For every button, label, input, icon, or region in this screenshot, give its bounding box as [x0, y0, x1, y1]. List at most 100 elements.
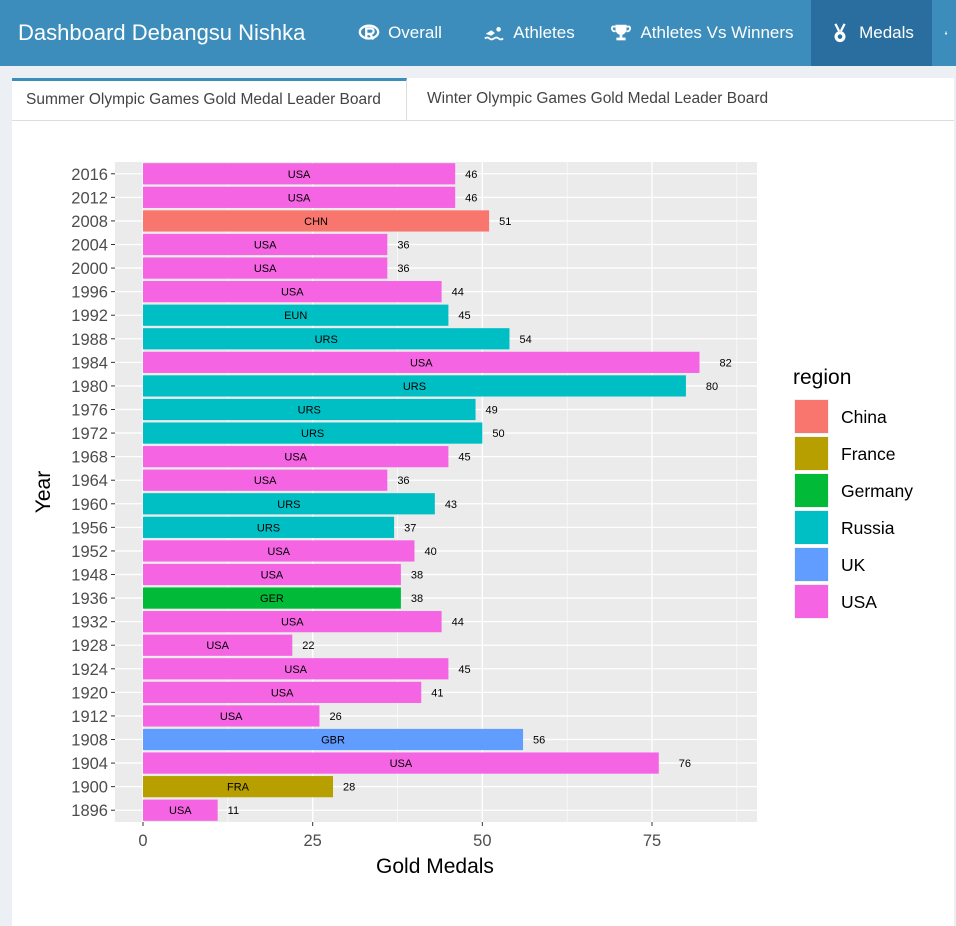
- bar: [143, 210, 490, 232]
- y-tick-label: 1896: [71, 802, 108, 820]
- legend-label: China: [841, 407, 887, 427]
- legend-swatch: [795, 437, 828, 470]
- bar-country-label: USA: [261, 570, 284, 582]
- bar-value-label: 43: [445, 499, 457, 511]
- bar: [143, 233, 388, 256]
- bar-country-label: USA: [281, 617, 304, 629]
- bar-value-label: 46: [465, 169, 477, 181]
- bar-country-label: GBR: [321, 735, 345, 747]
- bar: [143, 304, 449, 326]
- bar-value-label: 44: [452, 617, 464, 629]
- y-tick-label: 1920: [71, 684, 108, 702]
- y-tick-label: 1976: [71, 402, 108, 420]
- bar: [143, 446, 449, 468]
- legend-label: Germany: [841, 481, 913, 501]
- bar: [143, 351, 700, 373]
- bar: [143, 587, 401, 609]
- y-tick-label: 1900: [71, 779, 108, 797]
- trophy-icon: [611, 24, 632, 41]
- legend-swatch: [795, 511, 828, 544]
- y-tick-label: 1928: [71, 637, 108, 655]
- r-logo-icon: [358, 24, 380, 41]
- bar-value-label: 28: [343, 782, 355, 794]
- nav-item-medals[interactable]: Medals: [811, 0, 932, 66]
- bar-value-label: 56: [533, 735, 545, 747]
- bar-country-label: URS: [301, 428, 324, 440]
- bar-value-label: 36: [397, 263, 409, 275]
- bar: [143, 563, 401, 586]
- bar-value-label: 11: [228, 805, 239, 817]
- y-tick-label: 1956: [71, 519, 108, 537]
- bar-value-label: 26: [329, 711, 341, 723]
- bar-value-label: 76: [679, 758, 691, 770]
- bar-country-label: URS: [315, 334, 338, 346]
- bar: [143, 752, 659, 774]
- nav-item-overall[interactable]: Overall: [342, 0, 458, 66]
- bar: [143, 540, 415, 562]
- y-tick-label: 2000: [71, 260, 108, 278]
- x-tick-label: 75: [643, 832, 661, 850]
- bar-country-label: USA: [169, 805, 192, 817]
- y-tick-label: 1984: [71, 354, 108, 372]
- bar-country-label: USA: [220, 711, 243, 723]
- bar-country-label: GER: [260, 593, 284, 605]
- legend-label: USA: [841, 592, 877, 612]
- legend-swatch: [795, 400, 828, 433]
- bar: [143, 516, 395, 538]
- legend-label: France: [841, 444, 895, 464]
- y-tick-label: 1968: [71, 449, 108, 467]
- dashboard-title: Dashboard Debangsu Nishka: [18, 20, 306, 45]
- y-tick-label: 1988: [71, 331, 108, 349]
- nav-item-overflow[interactable]: [944, 0, 956, 66]
- y-tick-label: 1948: [71, 567, 108, 585]
- bar-value-label: 41: [431, 687, 443, 699]
- bar-country-label: URS: [277, 499, 300, 511]
- bar: [143, 705, 320, 727]
- bar: [143, 658, 449, 680]
- bar-value-label: 40: [424, 546, 436, 558]
- bar: [143, 728, 524, 751]
- nav-label-overall: Overall: [388, 23, 442, 42]
- bar: [143, 186, 456, 208]
- medal-icon: [834, 23, 846, 43]
- bar-value-label: 50: [492, 428, 504, 440]
- y-tick-label: 1932: [71, 614, 108, 632]
- medal-icon: [944, 31, 948, 35]
- bar-value-label: 46: [465, 192, 477, 204]
- bar-value-label: 82: [720, 357, 732, 369]
- nav-item-athletes[interactable]: Athletes: [466, 0, 592, 66]
- bar-country-label: USA: [288, 192, 311, 204]
- y-tick-label: 2008: [71, 213, 108, 231]
- bar-value-label: 37: [404, 522, 416, 534]
- bar-country-label: EUN: [284, 310, 307, 322]
- bar-country-label: USA: [254, 263, 277, 275]
- y-tick-label: 1972: [71, 425, 108, 443]
- tab-strip: Summer Olympic Games Gold Medal Leader B…: [12, 78, 954, 121]
- tab-winter-leaderboard[interactable]: Winter Olympic Games Gold Medal Leader B…: [427, 90, 769, 107]
- tab-summer-leaderboard[interactable]: Summer Olympic Games Gold Medal Leader B…: [12, 78, 407, 120]
- bar-country-label: USA: [284, 664, 307, 676]
- top-navbar: Dashboard Debangsu Nishka Overall Athlet…: [0, 0, 956, 66]
- legend-swatch: [795, 474, 828, 507]
- x-tick-label: 0: [138, 832, 147, 850]
- nav-label-athletes: Athletes: [513, 23, 575, 42]
- legend-swatch: [795, 548, 828, 581]
- y-tick-label: 1964: [71, 472, 108, 490]
- bar-country-label: CHN: [304, 216, 328, 228]
- bar-country-label: URS: [298, 405, 321, 417]
- bar: [143, 257, 388, 279]
- nav-item-athletes-vs-winners[interactable]: Athletes Vs Winners: [600, 0, 804, 66]
- bar: [143, 776, 334, 798]
- bar: [143, 398, 476, 421]
- bar-country-label: USA: [271, 687, 294, 699]
- bar-value-label: 38: [411, 593, 423, 605]
- bar: [143, 681, 422, 703]
- nav-label-medals: Medals: [859, 23, 914, 42]
- y-tick-label: 1924: [71, 661, 108, 679]
- bar: [143, 375, 686, 397]
- swimmer-icon: [484, 27, 504, 41]
- bar-value-label: 36: [397, 475, 409, 487]
- y-tick-label: 1904: [71, 755, 108, 773]
- bar-value-label: 51: [499, 216, 511, 228]
